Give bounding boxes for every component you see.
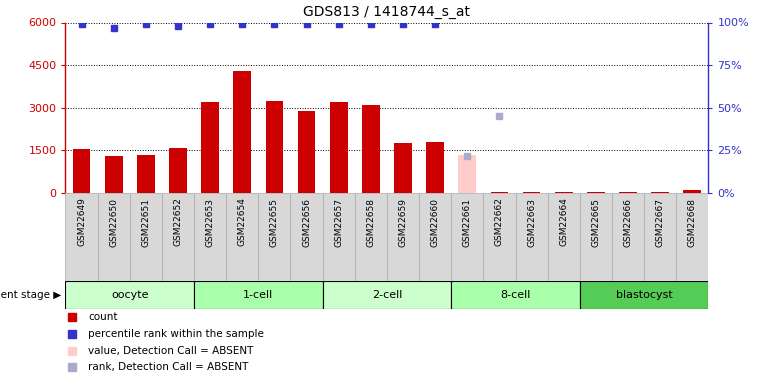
Bar	[587, 192, 604, 193]
Bar	[201, 102, 219, 193]
Text: count: count	[88, 312, 118, 322]
Bar	[362, 105, 380, 193]
Bar	[676, 193, 708, 281]
Bar	[72, 149, 90, 193]
Text: GSM22665: GSM22665	[591, 198, 601, 246]
Bar	[194, 281, 323, 309]
Text: GSM22659: GSM22659	[399, 198, 407, 246]
Text: GSM22668: GSM22668	[688, 198, 697, 246]
Bar	[129, 193, 162, 281]
Bar	[547, 193, 580, 281]
Bar	[387, 193, 419, 281]
Text: GSM22664: GSM22664	[559, 198, 568, 246]
Bar	[298, 111, 316, 193]
Text: blastocyst: blastocyst	[616, 290, 672, 300]
Bar	[162, 193, 194, 281]
Bar	[651, 192, 669, 193]
Bar	[580, 281, 708, 309]
Bar	[451, 281, 580, 309]
Bar	[105, 156, 122, 193]
Text: 2-cell: 2-cell	[372, 290, 402, 300]
Bar	[451, 193, 484, 281]
Bar	[65, 281, 194, 309]
Bar	[580, 193, 612, 281]
Bar	[458, 155, 476, 193]
Text: GSM22651: GSM22651	[142, 198, 150, 246]
Bar	[644, 193, 676, 281]
Bar	[65, 193, 98, 281]
Text: oocyte: oocyte	[111, 290, 149, 300]
Text: development stage ▶: development stage ▶	[0, 290, 62, 300]
Text: 1-cell: 1-cell	[243, 290, 273, 300]
Bar	[323, 281, 451, 309]
Text: GSM22652: GSM22652	[173, 198, 182, 246]
Bar	[233, 71, 251, 193]
Text: value, Detection Call = ABSENT: value, Detection Call = ABSENT	[88, 346, 253, 356]
Text: percentile rank within the sample: percentile rank within the sample	[88, 329, 264, 339]
Text: GSM22661: GSM22661	[463, 198, 472, 246]
Title: GDS813 / 1418744_s_at: GDS813 / 1418744_s_at	[303, 5, 470, 19]
Bar	[523, 192, 541, 193]
Bar	[427, 142, 444, 193]
Bar	[323, 193, 355, 281]
Text: GSM22657: GSM22657	[334, 198, 343, 246]
Bar	[330, 102, 347, 193]
Text: GSM22662: GSM22662	[495, 198, 504, 246]
Bar	[684, 190, 701, 193]
Bar	[194, 193, 226, 281]
Text: GSM22656: GSM22656	[302, 198, 311, 246]
Bar	[355, 193, 387, 281]
Bar	[490, 192, 508, 193]
Bar	[619, 192, 637, 193]
Text: GSM22653: GSM22653	[206, 198, 215, 246]
Bar	[259, 193, 290, 281]
Bar	[98, 193, 129, 281]
Text: GSM22667: GSM22667	[656, 198, 665, 246]
Bar	[266, 101, 283, 193]
Bar	[226, 193, 258, 281]
Text: GSM22660: GSM22660	[430, 198, 440, 246]
Bar	[169, 148, 187, 193]
Text: GSM22650: GSM22650	[109, 198, 118, 246]
Text: GSM22655: GSM22655	[270, 198, 279, 246]
Text: GSM22663: GSM22663	[527, 198, 536, 246]
Text: 8-cell: 8-cell	[500, 290, 531, 300]
Bar	[484, 193, 516, 281]
Bar	[516, 193, 547, 281]
Bar	[419, 193, 451, 281]
Text: rank, Detection Call = ABSENT: rank, Detection Call = ABSENT	[88, 362, 249, 372]
Text: GSM22649: GSM22649	[77, 198, 86, 246]
Bar	[290, 193, 323, 281]
Text: GSM22658: GSM22658	[367, 198, 375, 246]
Bar	[137, 155, 155, 193]
Text: GSM22654: GSM22654	[238, 198, 246, 246]
Bar	[394, 143, 412, 193]
Bar	[555, 192, 573, 193]
Bar	[612, 193, 644, 281]
Text: GSM22666: GSM22666	[624, 198, 632, 246]
